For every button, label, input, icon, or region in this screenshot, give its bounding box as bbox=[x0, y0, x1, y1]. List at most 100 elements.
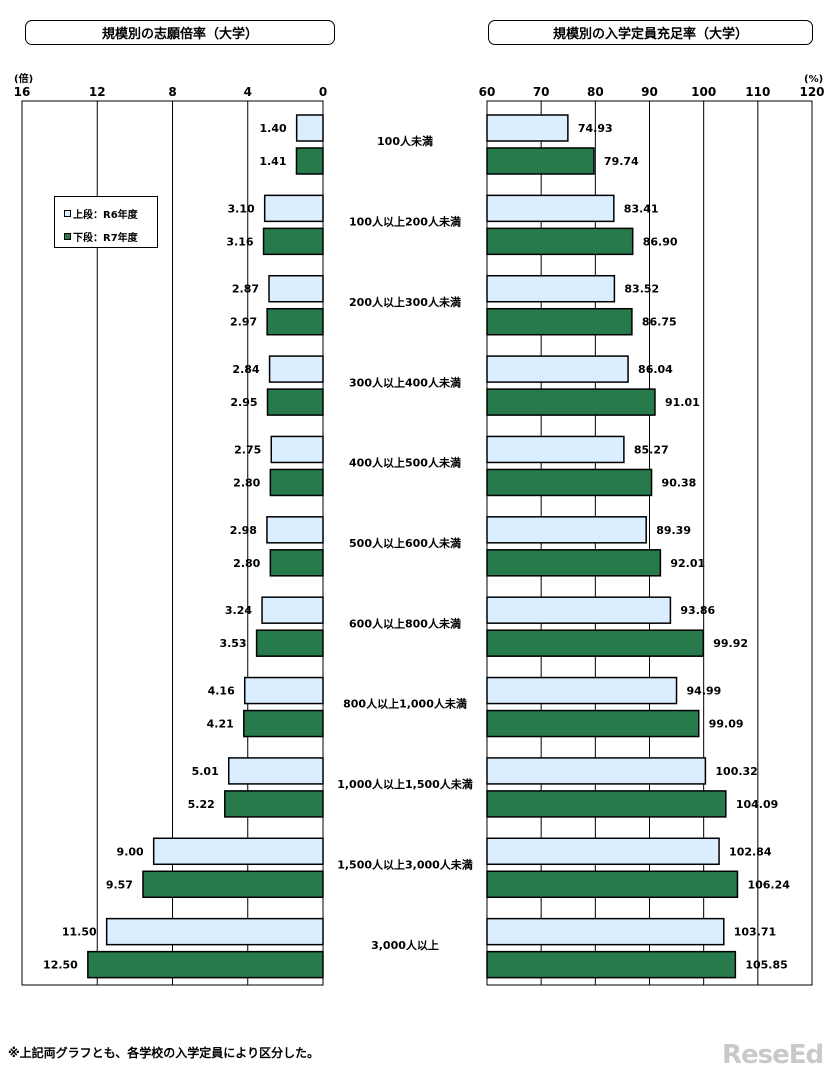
left-bar-r7 bbox=[87, 950, 324, 979]
left-bar-r7 bbox=[255, 629, 324, 657]
right-data-label-r6: 100.32 bbox=[715, 765, 757, 778]
left-data-label-r7: 2.80 bbox=[233, 557, 260, 570]
right-bar-r7 bbox=[486, 227, 634, 256]
right-data-label-r7: 91.01 bbox=[665, 396, 700, 409]
right-data-label-r6: 85.27 bbox=[634, 443, 669, 456]
category-label: 1,000人以上1,500人未満 bbox=[337, 777, 473, 791]
right-bar-r6 bbox=[486, 757, 707, 785]
left-bar-r6 bbox=[268, 274, 324, 303]
right-bar-r7 bbox=[486, 709, 700, 738]
left-data-label-r6: 3.10 bbox=[228, 202, 255, 215]
left-tick-label: 16 bbox=[14, 85, 31, 99]
legend-item-r6: 上段：R6年度 bbox=[64, 206, 138, 221]
footnote: ※上記両グラフとも、各学校の入学定員により区分した。 bbox=[8, 1046, 320, 1060]
left-bar-r7 bbox=[295, 147, 324, 175]
left-data-label-r6: 1.40 bbox=[260, 122, 287, 135]
left-data-label-r6: 5.01 bbox=[192, 765, 219, 778]
left-bar-r6 bbox=[152, 837, 324, 866]
left-data-label-r7: 1.41 bbox=[259, 155, 286, 168]
right-data-label-r7: 86.75 bbox=[642, 316, 677, 329]
right-bar-r7 bbox=[486, 549, 662, 577]
left-bar-r6 bbox=[270, 435, 324, 464]
left-data-label-r7: 12.50 bbox=[43, 959, 78, 972]
legend-swatch-r6 bbox=[64, 210, 71, 217]
right-data-label-r6: 94.99 bbox=[687, 685, 722, 698]
right-bar-r6 bbox=[486, 596, 672, 624]
left-data-label-r7: 2.95 bbox=[230, 396, 257, 409]
right-data-label-r7: 92.01 bbox=[670, 557, 705, 570]
left-tick-label: 12 bbox=[89, 85, 106, 99]
left-bar-r7 bbox=[266, 388, 324, 416]
right-bar-r7 bbox=[486, 629, 704, 657]
left-bar-r6 bbox=[268, 355, 324, 383]
right-tick-label: 60 bbox=[479, 85, 496, 99]
category-label: 200人以上300人未満 bbox=[349, 295, 461, 309]
left-data-label-r6: 3.24 bbox=[225, 604, 252, 617]
right-bar-r7 bbox=[486, 388, 656, 416]
right-tick-label: 90 bbox=[641, 85, 658, 99]
left-tick-label: 4 bbox=[244, 85, 252, 99]
category-label: 100人未満 bbox=[377, 134, 433, 148]
right-data-label-r7: 99.09 bbox=[709, 718, 744, 731]
left-data-label-r7: 9.57 bbox=[106, 878, 133, 891]
left-bar-r6 bbox=[227, 757, 324, 785]
right-tick-label: 120 bbox=[799, 85, 824, 99]
legend-item-r7: 下段：R7年度 bbox=[64, 229, 138, 244]
left-bar-r7 bbox=[262, 227, 324, 256]
left-bar-r6 bbox=[105, 917, 324, 946]
category-label: 800人以上1,000人未満 bbox=[343, 697, 467, 711]
left-bar-r6 bbox=[263, 194, 324, 223]
left-data-label-r6: 2.98 bbox=[230, 524, 257, 537]
category-label: 100人以上200人未満 bbox=[349, 215, 461, 229]
right-bar-r7 bbox=[486, 307, 633, 336]
left-data-label-r7: 2.80 bbox=[233, 476, 260, 489]
left-data-label-r7: 5.22 bbox=[188, 798, 215, 811]
left-bar-r7 bbox=[243, 709, 324, 738]
left-unit-label: (倍) bbox=[14, 72, 33, 85]
right-bar-r7 bbox=[486, 870, 739, 899]
right-bar-r7 bbox=[486, 468, 653, 497]
left-bar-r7 bbox=[224, 790, 324, 818]
right-data-label-r7: 104.09 bbox=[736, 798, 778, 811]
right-bar-r6 bbox=[486, 114, 569, 142]
left-bar-r7 bbox=[269, 468, 324, 497]
right-data-label-r6: 86.04 bbox=[638, 363, 673, 376]
right-bar-r6 bbox=[486, 435, 625, 464]
legend-label-r6: 上段：R6年度 bbox=[73, 210, 138, 221]
right-tick-label: 110 bbox=[745, 85, 770, 99]
legend-swatch-r7 bbox=[64, 233, 71, 240]
right-data-label-r7: 86.90 bbox=[643, 235, 678, 248]
category-label: 3,000人以上 bbox=[371, 938, 439, 952]
category-label: 600人以上800人未満 bbox=[349, 616, 461, 630]
category-label: 300人以上400人未満 bbox=[349, 375, 461, 389]
left-bar-r6 bbox=[261, 596, 324, 624]
left-tick-label: 8 bbox=[168, 85, 176, 99]
left-tick-label: 0 bbox=[319, 85, 327, 99]
left-data-label-r6: 4.16 bbox=[208, 685, 235, 698]
right-bar-r6 bbox=[486, 355, 629, 383]
right-data-label-r7: 90.38 bbox=[662, 476, 697, 489]
left-bar-r6 bbox=[243, 676, 324, 705]
right-data-label-r6: 89.39 bbox=[656, 524, 691, 537]
logo: ReseEd bbox=[722, 1040, 824, 1070]
right-tick-label: 80 bbox=[587, 85, 604, 99]
left-data-label-r7: 4.21 bbox=[207, 718, 234, 731]
right-bar-r6 bbox=[486, 516, 647, 544]
left-data-label-r7: 3.16 bbox=[226, 235, 253, 248]
left-data-label-r6: 2.75 bbox=[234, 443, 261, 456]
left-data-label-r7: 3.53 bbox=[219, 637, 246, 650]
right-bar-r6 bbox=[486, 194, 615, 223]
left-bar-r7 bbox=[269, 549, 324, 577]
right-data-label-r6: 93.86 bbox=[680, 604, 715, 617]
right-tick-label: 70 bbox=[533, 85, 550, 99]
left-data-label-r6: 2.87 bbox=[232, 283, 259, 296]
left-chart-title: 規模別の志願倍率（大学） bbox=[25, 20, 335, 45]
right-bar-r6 bbox=[486, 837, 720, 866]
right-data-label-r6: 102.84 bbox=[729, 845, 772, 858]
right-unit-label: (%) bbox=[804, 74, 823, 85]
right-bar-r7 bbox=[486, 950, 737, 979]
right-data-label-r6: 74.93 bbox=[578, 122, 613, 135]
left-bar-r6 bbox=[295, 114, 324, 142]
left-data-label-r6: 2.84 bbox=[232, 363, 259, 376]
